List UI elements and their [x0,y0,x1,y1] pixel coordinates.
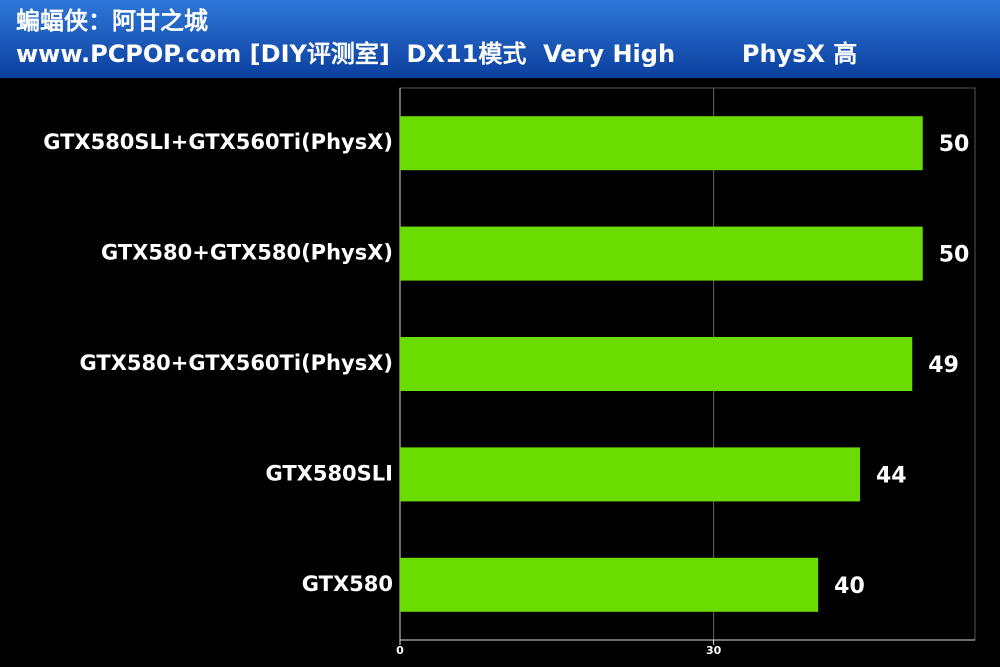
bar [400,447,860,502]
y-tick-label: GTX580 [302,572,393,596]
value-label: 50 [939,243,970,268]
x-tick-label: 30 [706,644,722,657]
header-band [0,0,1000,78]
y-tick-label: GTX580SLI [265,461,393,485]
bar [400,337,913,391]
bar [400,557,819,612]
value-label: 49 [928,353,959,378]
x-tick-label: 0 [396,644,404,657]
bar [400,116,923,171]
bar [400,226,923,281]
value-label: 50 [939,132,970,157]
chart-subtitle: www.PCPOP.com [DIY评测室] DX11模式 Very High … [16,40,857,68]
value-label: 44 [876,463,907,488]
value-label: 40 [834,574,865,599]
chart-title: 蝙蝠侠：阿甘之城 [16,7,208,35]
y-tick-label: GTX580+GTX580(PhysX) [101,241,393,265]
y-tick-label: GTX580SLI+GTX560Ti(PhysX) [43,130,393,154]
y-tick-label: GTX580+GTX560Ti(PhysX) [80,351,393,375]
